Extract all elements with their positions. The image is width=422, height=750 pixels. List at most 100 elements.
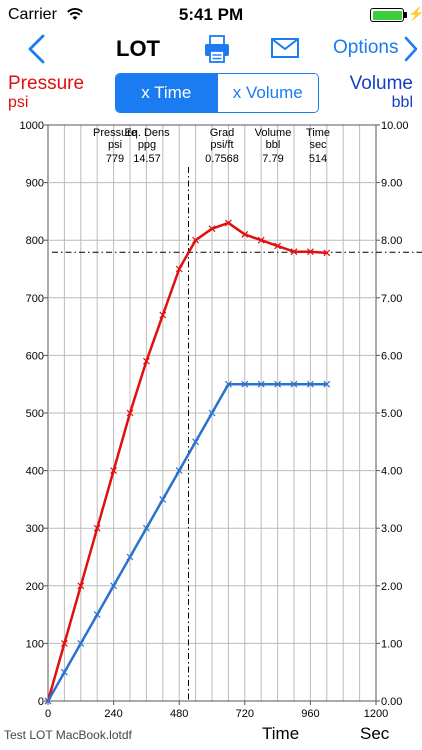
left-tick-label: 700 — [26, 293, 44, 305]
volume-point-marker — [257, 380, 265, 388]
file-name: Test LOT MacBook.lotdf — [4, 728, 132, 742]
volume-point-marker — [224, 380, 232, 388]
left-tick-label: 100 — [26, 638, 44, 650]
readout-value: 7.79 — [262, 153, 283, 165]
readout-unit: ppg — [138, 139, 156, 151]
right-tick-label: 0.00 — [381, 696, 402, 708]
volume-point-marker — [274, 380, 282, 388]
right-tick-label: 6.00 — [381, 350, 402, 362]
pressure-point-marker — [306, 248, 314, 256]
volume-point-marker — [175, 467, 183, 475]
status-bar: Carrier 5:41 PM ⚡ — [0, 0, 422, 30]
volume-point-marker — [323, 380, 331, 388]
volume-point-marker — [290, 380, 298, 388]
right-tick-label: 8.00 — [381, 235, 402, 247]
left-tick-label: 1000 — [20, 120, 44, 132]
nav-bar: LOT Options — [0, 30, 422, 70]
pressure-point-marker — [192, 236, 200, 244]
left-tick-label: 400 — [26, 466, 44, 478]
pressure-point-marker — [208, 225, 216, 233]
pressure-point-marker — [142, 357, 150, 365]
segment-x-time[interactable]: x Time — [116, 74, 217, 112]
pressure-point-marker — [110, 467, 118, 475]
segment-x-volume[interactable]: x Volume — [216, 74, 318, 112]
readout-gradlabel: Grad — [210, 127, 234, 139]
right-tick-label: 9.00 — [381, 178, 402, 190]
left-tick-label: 300 — [26, 523, 44, 535]
options-button[interactable]: Options — [333, 37, 399, 58]
right-axis-unit: bbl — [391, 94, 413, 111]
battery-icon — [370, 8, 404, 22]
volume-point-marker — [192, 438, 200, 446]
battery-nub — [404, 12, 407, 18]
readout-unit: psi/ft — [210, 139, 233, 151]
pressure-point-marker — [323, 249, 331, 257]
left-tick-label: 0 — [38, 696, 44, 708]
readout-timelabel: Time — [306, 127, 330, 139]
volume-point-marker — [93, 611, 101, 619]
x-axis-segmented-control: x Time x Volume — [115, 73, 319, 113]
x-tick-label: 240 — [104, 708, 122, 720]
right-tick-label: 5.00 — [381, 408, 402, 420]
x-tick-label: 0 — [45, 708, 51, 720]
volume-series-line — [46, 382, 327, 702]
right-tick-label: 4.00 — [381, 466, 402, 478]
volume-point-marker — [110, 582, 118, 590]
print-icon[interactable] — [202, 34, 232, 64]
readout-unit: psi — [108, 139, 122, 151]
x-tick-label: 720 — [236, 708, 254, 720]
charging-icon: ⚡ — [408, 6, 422, 21]
lot-chart[interactable]: 0 100 200 300 400 500 600 700 800 900 1000 0.00 1.00… — [0, 115, 422, 725]
wifi-icon — [67, 8, 83, 20]
pressure-point-marker — [93, 524, 101, 532]
right-tick-label: 2.00 — [381, 581, 402, 593]
x-tick-label: 480 — [170, 708, 188, 720]
carrier-label: Carrier — [8, 6, 57, 23]
pressure-point-marker — [224, 219, 232, 227]
pressure-series-line — [46, 221, 327, 702]
left-tick-label: 600 — [26, 350, 44, 362]
left-axis-header: Pressure psi — [8, 74, 84, 112]
x-tick-label: 1200 — [364, 708, 388, 720]
volume-point-marker — [208, 409, 216, 417]
volume-point-marker — [306, 380, 314, 388]
readout-value: 514 — [309, 153, 327, 165]
right-tick-label: 1.00 — [381, 638, 402, 650]
readout-eq-denslabel: Eq. Dens — [124, 127, 170, 139]
x-tick-label: 960 — [301, 708, 319, 720]
back-chevron-icon[interactable] — [24, 32, 48, 66]
volume-point-marker — [241, 380, 249, 388]
right-tick-label: 10.00 — [381, 120, 409, 132]
pressure-point-marker — [274, 242, 282, 250]
volume-point-marker — [126, 553, 134, 561]
left-tick-label: 200 — [26, 581, 44, 593]
right-axis-title: Volume — [349, 73, 413, 94]
volume-point-marker — [159, 495, 167, 503]
pressure-point-marker — [290, 248, 298, 256]
volume-point-marker — [44, 697, 52, 705]
right-axis-header: Volume bbl — [350, 74, 413, 112]
pressure-point-marker — [77, 582, 85, 590]
x-axis-label: Time — [262, 724, 300, 743]
readout-value: 0.7568 — [205, 153, 239, 165]
readout-value: 14.57 — [133, 153, 161, 165]
pressure-point-marker — [241, 231, 249, 238]
mail-icon[interactable] — [270, 36, 300, 60]
volume-point-marker — [77, 639, 85, 647]
page-title: LOT — [116, 36, 160, 61]
left-axis-unit: psi — [8, 94, 29, 111]
left-tick-label: 500 — [26, 408, 44, 420]
pressure-point-marker — [159, 311, 167, 319]
pressure-point-marker — [126, 409, 134, 417]
pressure-point-marker — [175, 265, 183, 273]
right-tick-label: 7.00 — [381, 293, 402, 305]
right-tick-label: 3.00 — [381, 523, 402, 535]
clock: 5:41 PM — [178, 5, 244, 24]
pressure-point-marker — [257, 236, 265, 244]
readout-volumelabel: Volume — [255, 127, 292, 139]
options-chevron-icon[interactable] — [402, 34, 420, 64]
readout-value: 779 — [106, 153, 124, 165]
pressure-point-marker — [60, 639, 68, 647]
left-tick-label: 800 — [26, 235, 44, 247]
x-axis-unit: Sec — [360, 724, 390, 743]
